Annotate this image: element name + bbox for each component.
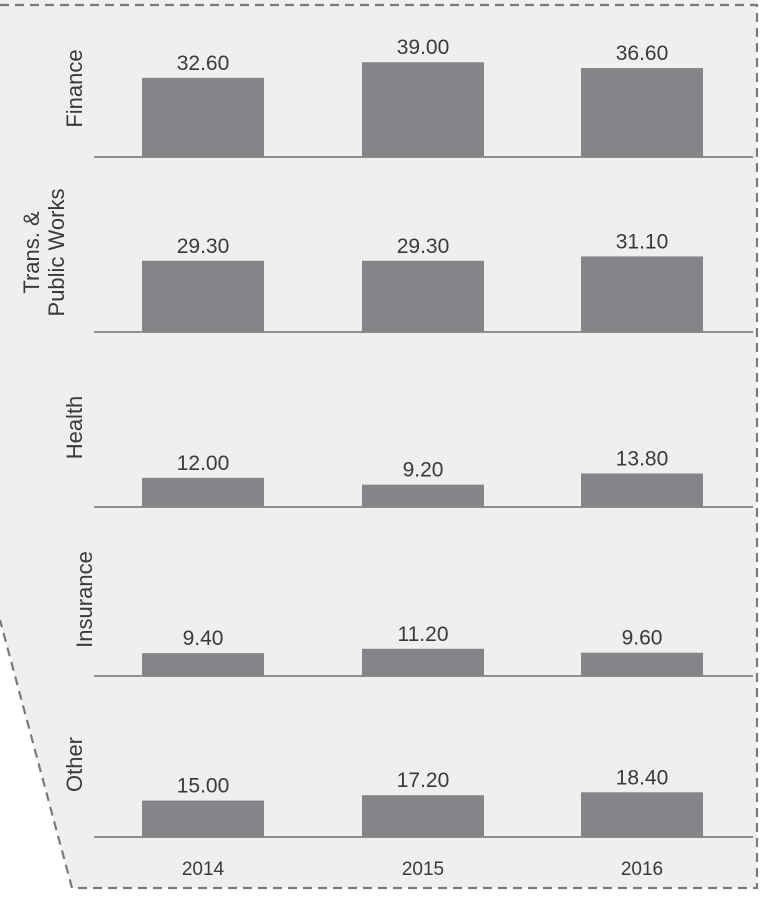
bar — [362, 648, 484, 676]
category-label: Health — [62, 396, 87, 460]
data-label: 29.30 — [177, 235, 230, 258]
bar — [362, 795, 484, 837]
data-label: 15.00 — [177, 775, 230, 798]
data-label: 9.40 — [183, 627, 224, 650]
data-label: 11.20 — [398, 623, 449, 646]
chart-marks: 32.60 39.00 36.60 Finance 29.30 29.30 31.10 Tra… — [19, 36, 753, 880]
bar — [581, 792, 703, 837]
data-label: 31.10 — [616, 230, 669, 253]
x-tick-label: 2016 — [621, 859, 663, 880]
bar — [362, 62, 484, 158]
bar — [362, 484, 484, 507]
bar — [581, 652, 703, 676]
data-label: 17.20 — [397, 769, 450, 792]
category-label: Trans. & — [19, 211, 44, 294]
data-label: 32.60 — [177, 52, 230, 75]
bar — [581, 68, 703, 157]
bar — [581, 473, 703, 507]
bar — [142, 653, 264, 676]
data-label: 9.20 — [403, 459, 444, 482]
x-tick-label: 2014 — [182, 859, 225, 880]
category-label: Public Works — [44, 189, 69, 317]
callout-border — [0, 3, 759, 890]
data-label: 13.80 — [616, 447, 669, 470]
data-label: 12.00 — [177, 452, 230, 475]
bar — [142, 77, 264, 157]
bar — [581, 256, 703, 332]
category-label: Finance — [62, 49, 87, 127]
x-tick-label: 2015 — [402, 859, 444, 880]
data-label: 29.30 — [397, 235, 450, 258]
bar — [142, 800, 264, 837]
bar — [142, 477, 264, 507]
data-label: 36.60 — [616, 42, 669, 65]
category-label: Other — [62, 737, 87, 792]
data-label: 18.40 — [616, 766, 669, 789]
data-label: 39.00 — [397, 36, 450, 59]
category-label: Insurance — [72, 551, 97, 648]
bar — [362, 260, 484, 332]
data-label: 9.60 — [622, 627, 663, 650]
bar — [142, 260, 264, 332]
